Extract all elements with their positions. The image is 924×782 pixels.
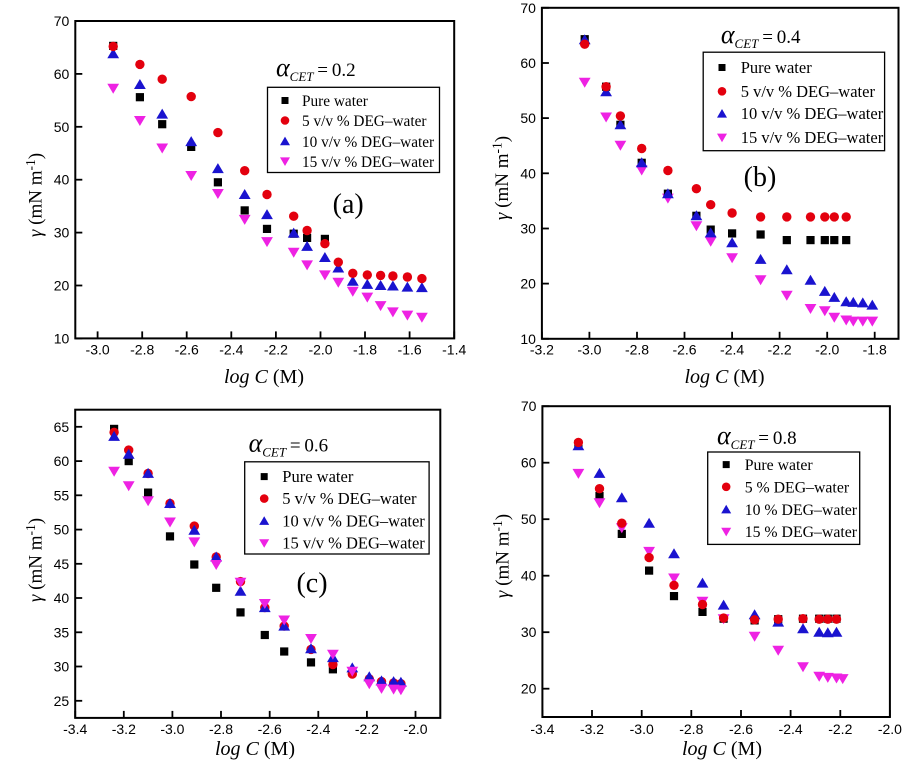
svg-text:25: 25 xyxy=(54,693,70,709)
svg-text:Pure water: Pure water xyxy=(741,58,813,77)
svg-text:60: 60 xyxy=(521,455,537,471)
svg-text:50: 50 xyxy=(521,511,537,527)
svg-text:αCET = 0.6: αCET = 0.6 xyxy=(249,429,329,460)
svg-text:60: 60 xyxy=(520,55,536,71)
svg-text:5 % DEG–water: 5 % DEG–water xyxy=(745,479,850,496)
svg-text:-2.0: -2.0 xyxy=(815,342,839,358)
svg-text:-3.0: -3.0 xyxy=(86,342,110,358)
svg-text:20: 20 xyxy=(521,681,537,697)
svg-text:40: 40 xyxy=(54,590,70,606)
svg-text:50: 50 xyxy=(54,522,70,538)
svg-text:-2.8: -2.8 xyxy=(625,342,649,358)
svg-text:(a): (a) xyxy=(333,189,364,220)
svg-text:γ (mN m-1): γ (mN m-1) xyxy=(490,514,514,598)
svg-text:-2.2: -2.2 xyxy=(355,721,379,737)
svg-text:15 v/v % DEG–water: 15 v/v % DEG–water xyxy=(302,154,434,171)
svg-text:Pure water: Pure water xyxy=(745,457,814,474)
svg-text:-3.0: -3.0 xyxy=(160,721,184,737)
svg-text:-1.4: -1.4 xyxy=(442,342,466,358)
svg-text:10 % DEG–water: 10 % DEG–water xyxy=(745,502,858,519)
svg-text:30: 30 xyxy=(520,221,536,237)
svg-text:log C (M): log C (M) xyxy=(684,366,764,388)
svg-text:-2.2: -2.2 xyxy=(264,342,288,358)
svg-text:40: 40 xyxy=(54,172,70,188)
svg-text:10: 10 xyxy=(520,331,536,347)
svg-text:-2.4: -2.4 xyxy=(219,342,243,358)
svg-text:-1.8: -1.8 xyxy=(863,342,887,358)
svg-text:-2.8: -2.8 xyxy=(679,721,703,737)
svg-text:60: 60 xyxy=(54,453,70,469)
svg-text:(b): (b) xyxy=(744,162,777,193)
svg-text:70: 70 xyxy=(521,398,537,414)
svg-text:Pure water: Pure water xyxy=(282,467,354,486)
svg-text:10 v/v % DEG–water: 10 v/v % DEG–water xyxy=(302,134,434,151)
svg-text:70: 70 xyxy=(54,13,70,29)
svg-text:-2.0: -2.0 xyxy=(308,342,332,358)
svg-text:αCET = 0.8: αCET = 0.8 xyxy=(717,421,797,452)
svg-text:5 v/v % DEG–water: 5 v/v % DEG–water xyxy=(741,82,876,101)
svg-text:(c): (c) xyxy=(296,568,327,599)
svg-text:30: 30 xyxy=(521,624,537,640)
svg-text:15 v/v % DEG–water: 15 v/v % DEG–water xyxy=(282,534,425,553)
svg-text:15 % DEG–water: 15 % DEG–water xyxy=(745,524,858,541)
svg-text:40: 40 xyxy=(521,568,537,584)
svg-text:γ (mN m-1): γ (mN m-1) xyxy=(490,136,514,220)
svg-text:30: 30 xyxy=(54,225,70,241)
svg-text:50: 50 xyxy=(54,119,70,135)
svg-text:-3.2: -3.2 xyxy=(112,721,136,737)
svg-text:-2.6: -2.6 xyxy=(258,721,282,737)
svg-text:-2.0: -2.0 xyxy=(403,721,427,737)
svg-text:-2.0: -2.0 xyxy=(878,721,902,737)
svg-text:log C (M): log C (M) xyxy=(215,738,295,760)
svg-text:10: 10 xyxy=(54,330,70,346)
svg-text:-2.8: -2.8 xyxy=(130,342,154,358)
svg-text:-3.0: -3.0 xyxy=(577,342,601,358)
svg-text:20: 20 xyxy=(54,278,70,294)
svg-text:55: 55 xyxy=(54,487,70,503)
svg-text:αCET = 0.4: αCET = 0.4 xyxy=(721,20,801,51)
svg-text:log C (M): log C (M) xyxy=(224,366,304,388)
svg-text:35: 35 xyxy=(54,624,70,640)
svg-text:log C (M): log C (M) xyxy=(682,738,762,760)
svg-text:40: 40 xyxy=(520,165,536,181)
svg-text:-2.6: -2.6 xyxy=(175,342,199,358)
svg-text:-3.0: -3.0 xyxy=(630,721,654,737)
svg-text:Pure water: Pure water xyxy=(302,93,368,110)
svg-text:-3.2: -3.2 xyxy=(580,721,604,737)
svg-text:-2.4: -2.4 xyxy=(779,721,803,737)
svg-text:30: 30 xyxy=(54,659,70,675)
svg-text:-2.8: -2.8 xyxy=(209,721,233,737)
svg-text:65: 65 xyxy=(54,419,70,435)
svg-text:-3.4: -3.4 xyxy=(530,721,554,737)
svg-text:5 v/v % DEG–water: 5 v/v % DEG–water xyxy=(282,489,417,508)
svg-text:-1.6: -1.6 xyxy=(398,342,422,358)
svg-text:-2.4: -2.4 xyxy=(306,721,330,737)
svg-text:-2.6: -2.6 xyxy=(672,342,696,358)
svg-text:20: 20 xyxy=(520,276,536,292)
svg-text:70: 70 xyxy=(520,0,536,16)
svg-text:10 v/v % DEG–water: 10 v/v % DEG–water xyxy=(741,104,884,123)
svg-text:-2.2: -2.2 xyxy=(768,342,792,358)
svg-text:45: 45 xyxy=(54,556,70,572)
svg-text:5 v/v % DEG–water: 5 v/v % DEG–water xyxy=(302,113,426,130)
svg-text:10 v/v % DEG–water: 10 v/v % DEG–water xyxy=(282,512,425,531)
svg-text:50: 50 xyxy=(520,110,536,126)
svg-text:αCET = 0.2: αCET = 0.2 xyxy=(276,53,356,84)
svg-text:γ (mN m-1): γ (mN m-1) xyxy=(23,153,47,237)
svg-text:60: 60 xyxy=(54,66,70,82)
svg-text:-2.4: -2.4 xyxy=(720,342,744,358)
svg-text:-2.6: -2.6 xyxy=(729,721,753,737)
svg-text:-2.2: -2.2 xyxy=(828,721,852,737)
svg-text:-3.2: -3.2 xyxy=(530,342,554,358)
svg-text:γ (mN m-1): γ (mN m-1) xyxy=(23,518,47,602)
svg-text:15 v/v % DEG–water: 15 v/v % DEG–water xyxy=(741,128,884,147)
svg-text:-3.4: -3.4 xyxy=(63,721,87,737)
svg-text:-1.8: -1.8 xyxy=(353,342,377,358)
